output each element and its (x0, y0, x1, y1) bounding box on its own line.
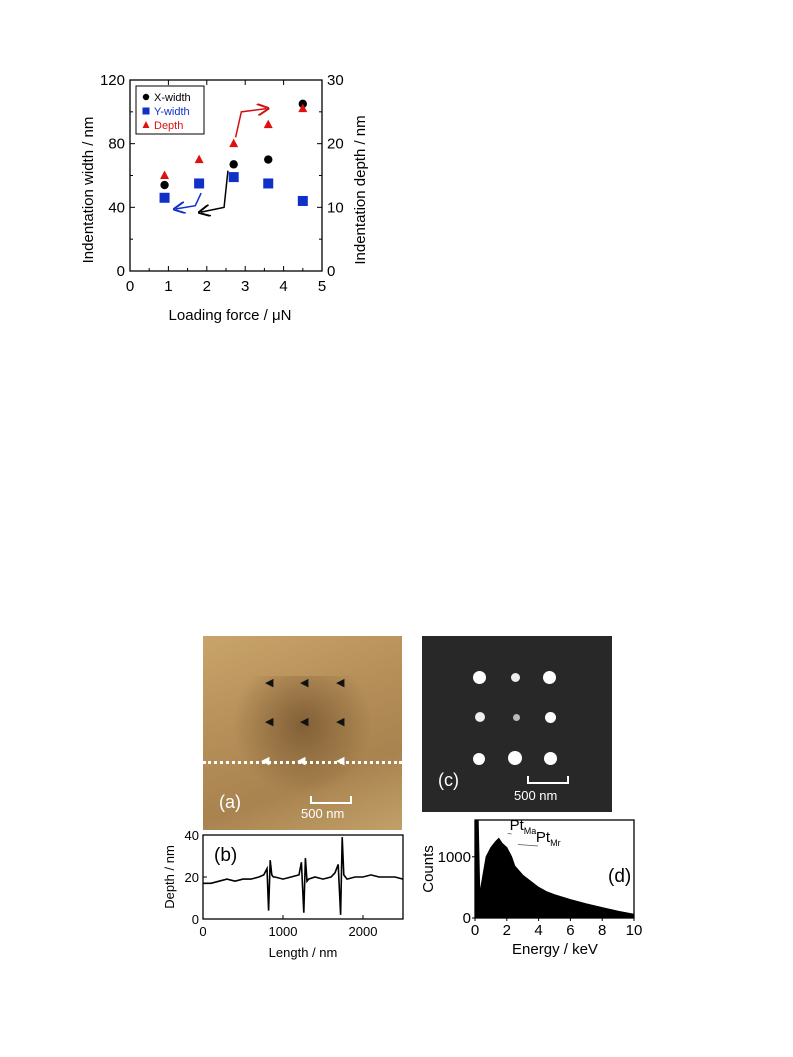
c1-point-depth (229, 138, 239, 148)
c1-point-depth (160, 170, 170, 179)
c2-y-tick-label: 0 (192, 912, 199, 927)
afm-scale-label: 500 nm (301, 806, 345, 821)
c3-annotation: PtMa (510, 817, 537, 836)
afm-profile-line (203, 761, 402, 764)
sem-image: (c) 500 nm (422, 636, 612, 812)
c1-legend-label: Depth (154, 120, 183, 132)
sem-dot-7 (473, 753, 485, 765)
c1-point-xwidth (229, 160, 238, 169)
c3-spectrum-area (474, 819, 635, 919)
c3-plot-frame (474, 819, 635, 919)
c2-y-axis-label: Depth / nm (162, 845, 177, 909)
c1-point-ywidth (159, 192, 170, 203)
c2-x-tick-label: 2000 (349, 924, 378, 939)
c1-point-depth (263, 119, 273, 129)
sem-dot-9 (544, 752, 557, 765)
c1-y2-axis-label: Indentation depth / nm (352, 115, 369, 264)
afm-scale-bar (310, 796, 352, 804)
c1-point-xwidth (160, 180, 169, 190)
c3-annotation: PtMr (536, 829, 561, 848)
c1-y2-tick-label: 30 (327, 72, 344, 89)
afm-indent-3: ◀ (336, 677, 345, 689)
c1-point-ywidth (263, 178, 274, 189)
c1-y2-tick-label: 0 (327, 263, 335, 280)
c1-y-tick-label: 120 (100, 72, 125, 89)
c2-x-axis-label: Length / nm (269, 945, 338, 960)
c3-x-tick-label: 2 (503, 922, 511, 939)
c1-y-axis-label: Indentation width / nm (80, 117, 97, 264)
c1-y2-tick-label: 20 (327, 136, 344, 153)
c1-x-tick-label: 5 (318, 278, 326, 295)
c1-point-ywidth (297, 195, 308, 206)
c3-y-tick-label: 1000 (438, 849, 471, 866)
c1-x-tick-label: 2 (203, 278, 211, 295)
c2-y-tick-label: 20 (185, 870, 199, 885)
sem-dot-3 (543, 671, 556, 684)
c1-arrow-depth (234, 109, 267, 138)
c1-arrow-xwidth (201, 170, 229, 212)
c1-point-depth (194, 154, 204, 164)
c1-x-axis-label: Loading force / μN (169, 307, 292, 324)
c1-y-tick-label: 0 (117, 263, 125, 280)
c1-legend-label: X-width (154, 92, 191, 104)
edx-chart: 0 2 4 6 8 10 0 1000 PtMa PtMr (d) Energy / keV Co… (420, 817, 643, 957)
afm-indent-1: ◀ (265, 677, 274, 689)
c2-profile-line (203, 837, 404, 915)
c1-arrow-ywidth (176, 192, 202, 209)
c1-legend: X-width Y-width Depth (135, 85, 205, 135)
c2-x-tick-label: 0 (199, 924, 206, 939)
c3-x-tick-label: 4 (534, 922, 542, 939)
afm-indent-5: ◀ (300, 716, 309, 728)
c3-x-tick-label: 10 (626, 922, 643, 939)
afm-indent-6: ◀ (336, 716, 345, 728)
afm-image: ◀ ◀ ◀ ◀ ◀ ◀ ◀ ◀ ◀ (a) 500 nm (203, 636, 402, 830)
afm-indent-4: ◀ (265, 716, 274, 728)
c1-legend-label: Y-width (154, 106, 190, 118)
sem-dot-5 (513, 714, 520, 721)
sem-dot-2 (511, 673, 520, 682)
c3-annotation-leader (517, 844, 538, 847)
c1-legend-marker (142, 93, 150, 101)
profile-chart: 0 1000 2000 0 20 40 (b) Length / nm Depth / n… (162, 828, 404, 960)
c3-y-axis-label: Counts (420, 845, 437, 893)
c1-x-tick-label: 4 (279, 278, 287, 295)
c3-panel-label: (d) (608, 866, 631, 887)
c1-y2-tick-label: 10 (327, 199, 344, 216)
c2-panel-label: (b) (214, 845, 237, 866)
sem-scale-label: 500 nm (514, 788, 558, 803)
c1-x-tick-label: 1 (164, 278, 172, 295)
c3-y-tick-label: 0 (463, 910, 471, 927)
c3-x-tick-label: 8 (598, 922, 606, 939)
afm-dark-region (233, 676, 373, 796)
c1-point-depth (298, 103, 308, 113)
c3-annotation-leader (507, 833, 512, 835)
c3-x-tick-label: 0 (471, 922, 479, 939)
c1-x-tick-label: 3 (241, 278, 249, 295)
c1-x-tick-label: 0 (126, 278, 134, 295)
afm-indent-2: ◀ (300, 677, 309, 689)
sem-dot-1 (473, 671, 486, 684)
sem-scale-bar (527, 776, 569, 784)
c1-legend-marker (142, 107, 150, 115)
c1-y-tick-label: 40 (108, 199, 125, 216)
c1-point-ywidth (194, 178, 205, 189)
sem-dot-4 (475, 712, 485, 722)
c2-y-tick-label: 40 (185, 828, 199, 843)
c2-x-tick-label: 1000 (269, 924, 298, 939)
c3-x-tick-label: 6 (566, 922, 574, 939)
c1-legend-marker (142, 121, 150, 128)
indentation-chart: 0 1 2 3 4 5040801200102030X-widthY-widthDepth… (80, 72, 369, 324)
sem-dot-6 (545, 712, 556, 723)
sem-panel-label: (c) (438, 770, 459, 790)
sem-dot-8 (508, 751, 522, 765)
c3-x-axis-label: Energy / keV (512, 941, 598, 957)
c1-point-xwidth (264, 155, 273, 164)
c1-point-ywidth (228, 172, 239, 183)
afm-panel-label: (a) (219, 792, 241, 812)
c1-y-tick-label: 80 (108, 136, 125, 153)
